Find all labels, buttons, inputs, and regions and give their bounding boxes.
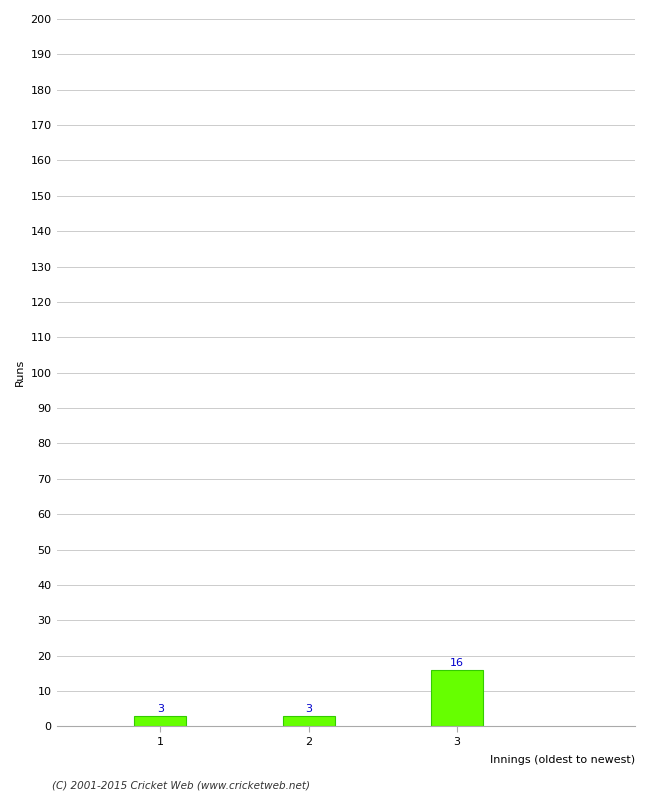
Text: 16: 16 [450, 658, 464, 668]
Bar [135, 716, 187, 726]
Text: (C) 2001-2015 Cricket Web (www.cricketweb.net): (C) 2001-2015 Cricket Web (www.cricketwe… [52, 781, 310, 790]
Y-axis label: Runs: Runs [15, 359, 25, 386]
Bar [431, 670, 483, 726]
Bar [283, 716, 335, 726]
Text: Innings (oldest to newest): Innings (oldest to newest) [490, 754, 635, 765]
Text: 3: 3 [157, 704, 164, 714]
Text: 3: 3 [306, 704, 312, 714]
